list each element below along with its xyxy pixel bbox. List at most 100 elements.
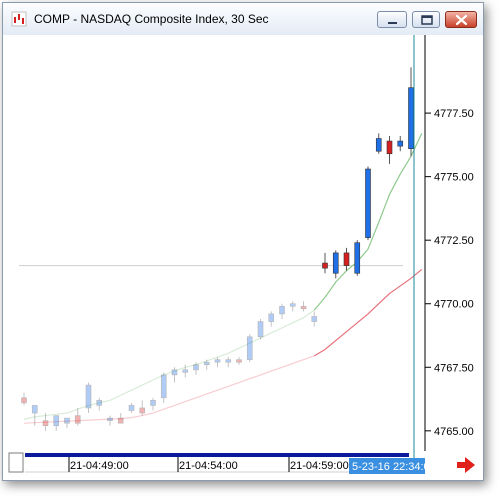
candle[interactable] xyxy=(107,415,113,426)
time-scrollbar[interactable] xyxy=(25,453,409,457)
candle[interactable] xyxy=(343,247,350,271)
candle[interactable] xyxy=(42,413,49,431)
candle[interactable] xyxy=(214,357,221,368)
fast-moving-average-line-faded xyxy=(23,309,315,420)
candle[interactable] xyxy=(171,367,178,383)
candle[interactable] xyxy=(96,397,103,411)
candle-body xyxy=(128,405,135,411)
candle[interactable] xyxy=(203,359,210,370)
candle-body xyxy=(214,359,221,363)
candle[interactable] xyxy=(21,392,27,406)
candle[interactable] xyxy=(268,311,275,327)
candle[interactable] xyxy=(182,364,189,378)
candle-body xyxy=(236,359,242,363)
candle[interactable] xyxy=(128,402,135,414)
candle-body xyxy=(225,359,232,363)
candle[interactable] xyxy=(375,133,382,154)
price-tick-label: 4772.50 xyxy=(434,235,474,247)
candle[interactable] xyxy=(365,166,371,241)
candle[interactable] xyxy=(53,415,60,431)
candle-body xyxy=(386,140,393,155)
cursor-time-badge xyxy=(349,458,425,474)
candle-body xyxy=(257,321,264,338)
minimize-button[interactable] xyxy=(377,11,407,28)
cursor-time-label: 5-23-16 22:34:00 xyxy=(352,461,436,473)
candle[interactable] xyxy=(332,250,339,279)
candle-body xyxy=(397,140,404,147)
candle[interactable] xyxy=(257,318,264,340)
candle-body xyxy=(268,313,275,322)
candle[interactable] xyxy=(225,357,232,368)
candle-body xyxy=(322,262,328,269)
candle[interactable] xyxy=(279,303,285,319)
candle-body xyxy=(107,417,113,421)
price-tick-label: 4765.00 xyxy=(434,426,474,438)
minimize-icon xyxy=(388,22,397,24)
candle[interactable] xyxy=(31,405,38,426)
maximize-icon xyxy=(421,15,433,25)
candle-body xyxy=(171,369,178,376)
candle-body xyxy=(85,384,92,409)
candle[interactable] xyxy=(193,362,199,375)
faded-candles xyxy=(21,301,318,431)
price-tick-label: 4777.50 xyxy=(434,108,474,120)
candle-body xyxy=(279,305,285,315)
candle[interactable] xyxy=(289,301,296,312)
candle-body xyxy=(31,405,38,414)
close-button[interactable] xyxy=(445,11,477,28)
candle-body xyxy=(300,305,307,310)
candle[interactable] xyxy=(354,240,361,276)
candle[interactable] xyxy=(397,135,404,152)
candle[interactable] xyxy=(322,252,328,274)
candle-body xyxy=(117,417,124,424)
price-chart[interactable]: 4765.00 4767.50 4770.00 4772.50 4775.00 4777.… xyxy=(3,35,483,480)
candle[interactable] xyxy=(300,301,307,312)
price-tick-label: 4767.50 xyxy=(434,362,474,374)
maximize-button[interactable] xyxy=(412,11,440,28)
candle[interactable] xyxy=(117,413,124,424)
candle-body xyxy=(365,168,371,238)
slow-moving-average-line xyxy=(313,268,423,357)
candle[interactable] xyxy=(150,397,156,411)
price-tick-label: 4770.00 xyxy=(434,299,474,311)
scroll-thumb[interactable] xyxy=(8,452,24,473)
window-title: COMP - NASDAQ Composite Index, 30 Sec xyxy=(34,12,269,26)
time-label: 21-04:59:00 xyxy=(290,460,349,472)
candle-body xyxy=(150,400,156,406)
title-bar[interactable]: COMP - NASDAQ Composite Index, 30 Sec xyxy=(3,3,483,36)
candle[interactable] xyxy=(64,417,70,429)
slow-moving-average-line-faded xyxy=(23,355,315,424)
candle-body xyxy=(96,400,103,406)
candle[interactable] xyxy=(386,135,393,164)
price-tick-label: 4775.00 xyxy=(434,172,474,184)
candle[interactable] xyxy=(246,334,253,363)
candle-body xyxy=(74,415,81,424)
scroll-right-arrow-icon[interactable] xyxy=(457,457,475,473)
candle-body xyxy=(42,420,49,427)
candle-body xyxy=(160,374,167,399)
candle-body xyxy=(354,242,361,274)
candle[interactable] xyxy=(85,382,92,414)
fast-moving-average-line xyxy=(313,133,423,311)
chart-window: COMP - NASDAQ Composite Index, 30 Sec 47… xyxy=(2,2,484,481)
chart-app-icon xyxy=(11,11,27,27)
candle[interactable] xyxy=(139,400,146,416)
candle-body xyxy=(21,397,27,404)
candle[interactable] xyxy=(74,407,81,426)
candle[interactable] xyxy=(236,357,242,365)
candle-body xyxy=(139,407,146,414)
candle-body xyxy=(311,316,318,322)
candles[interactable] xyxy=(322,67,414,279)
candle-body xyxy=(375,138,382,152)
candle-body xyxy=(182,369,189,373)
candle-body xyxy=(203,361,210,366)
price-axis: 4765.00 4767.50 4770.00 4772.50 4775.00 4777.… xyxy=(425,108,474,438)
time-label: 21-04:54:00 xyxy=(179,460,238,472)
candle-body xyxy=(332,252,339,274)
candle-body xyxy=(289,303,296,307)
candle[interactable] xyxy=(160,372,167,403)
candle-body xyxy=(408,87,414,149)
close-icon xyxy=(455,14,468,26)
candle[interactable] xyxy=(311,311,318,327)
candle-body xyxy=(193,364,199,371)
